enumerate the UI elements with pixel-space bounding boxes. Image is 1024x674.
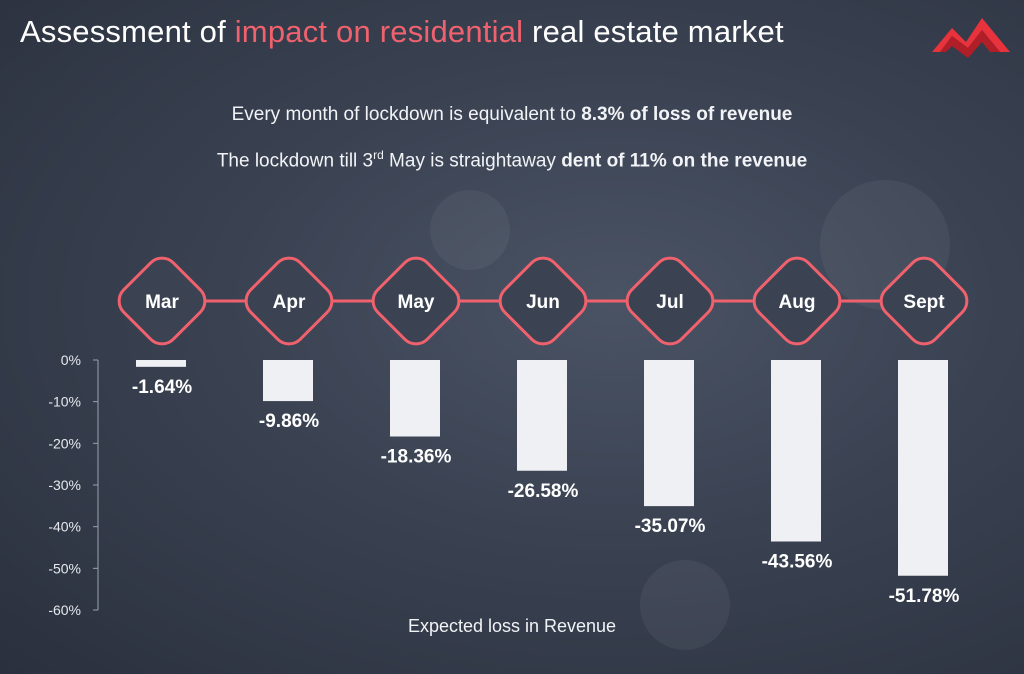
y-tick-label: -30%	[48, 477, 81, 493]
month-label: Sept	[903, 292, 945, 313]
bar	[263, 360, 313, 402]
month-marker	[371, 256, 461, 346]
month-marker	[498, 256, 588, 346]
bar	[136, 360, 186, 367]
x-axis-label: Expected loss in Revenue	[407, 616, 617, 636]
data-label: -51.78%	[889, 586, 960, 607]
subtitle-line-2: The lockdown till 3rd May is straightawa…	[216, 148, 808, 172]
month-label: Apr	[273, 292, 306, 313]
bar	[898, 360, 948, 576]
month-marker	[752, 256, 842, 346]
subtitle-1-bold: 8.3% of loss of revenue	[581, 104, 793, 125]
y-tick-label: -20%	[48, 435, 81, 451]
page-title: Assessment of impact on residential real…	[20, 14, 784, 49]
data-label: -26.58%	[508, 481, 579, 502]
month-label: Jun	[526, 292, 560, 313]
month-label: Jul	[656, 292, 683, 313]
y-tick-label: -50%	[48, 560, 81, 576]
ordinal-superscript: rd	[373, 148, 384, 162]
bar	[644, 360, 694, 507]
y-tick-label: -40%	[48, 519, 81, 535]
y-tick-label: 0%	[61, 352, 81, 368]
subtitle-line-1: Every month of lockdown is equivalent to…	[231, 104, 793, 125]
subtitle-2-bold: dent of 11% on the revenue	[561, 150, 808, 172]
month-label: Aug	[779, 292, 816, 313]
data-label: -35.07%	[635, 516, 706, 537]
title-highlight: impact on residential	[234, 14, 524, 49]
bar	[517, 360, 567, 471]
data-label: -9.86%	[259, 411, 319, 432]
data-label: -18.36%	[381, 447, 452, 468]
bar	[771, 360, 821, 542]
y-tick-label: -10%	[48, 394, 81, 410]
month-label: Mar	[145, 292, 179, 313]
y-tick-label: -60%	[48, 602, 81, 618]
data-label: -43.56%	[762, 552, 833, 573]
month-marker	[117, 256, 207, 346]
background-virus-shape	[640, 560, 730, 650]
month-label: May	[398, 292, 435, 313]
mountain-logo-icon	[932, 18, 1010, 58]
month-marker	[625, 256, 715, 346]
month-marker	[879, 256, 969, 346]
bar	[390, 360, 440, 437]
month-marker	[244, 256, 334, 346]
data-label: -1.64%	[132, 377, 192, 398]
background-virus-shape	[430, 190, 510, 270]
